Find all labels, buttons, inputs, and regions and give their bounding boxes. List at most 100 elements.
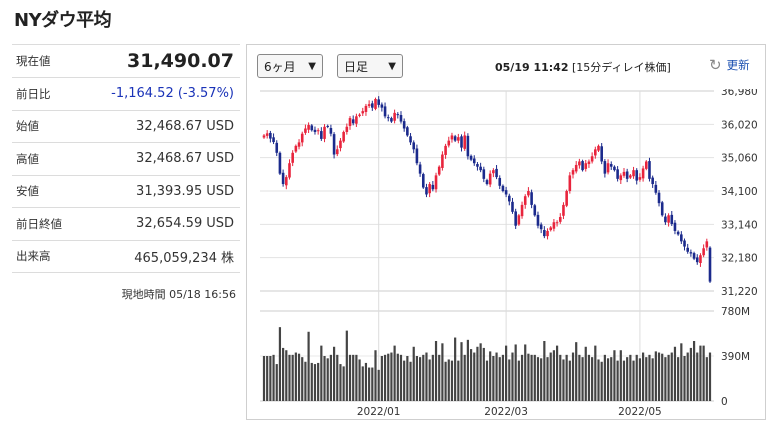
candle-body [699,255,702,264]
candle-body [654,184,658,193]
candle-body [562,204,565,216]
volume-bar [479,343,482,401]
candle-body [708,247,712,282]
candle-body [558,217,562,222]
volume-bar [396,353,399,401]
volume-bar [511,352,514,401]
candle-body [272,137,275,143]
candle-body [393,112,396,121]
volume-bar [269,356,272,401]
candle-body [412,142,416,150]
volume-bar [673,346,677,401]
volume-bar [642,352,645,401]
candle-body [300,133,304,143]
candle-body [269,132,272,139]
candle-body [335,149,339,155]
candle-body [543,230,546,237]
update-timestamp: 05/19 11:42 [15分ディレイ株価] [495,59,671,75]
candle-body [692,253,696,259]
volume-bar [705,357,708,401]
candle-body [262,135,266,138]
candle-body [421,174,425,188]
candle-body [428,184,431,194]
chart-type-select-value: 日足 [344,59,369,74]
volume-bar [543,341,546,401]
candle-body [673,222,677,231]
candle-body [664,216,667,223]
volume-bar [680,343,683,401]
candle-body [616,169,619,179]
candle-body [504,190,508,195]
volume-bar [348,354,352,401]
candle-body [651,177,654,185]
quote-unit: USD [206,183,234,199]
candle-body [345,126,349,132]
volume-bar [403,360,406,401]
volume-bar [708,352,712,401]
volume-bar [355,354,358,401]
volume-bar [571,352,575,401]
price-tick-label: 31,220 [721,286,758,298]
volume-bar [562,359,565,401]
quote-row-current: 現在値 31,490.07 [12,44,240,78]
refresh-button[interactable]: ↻ 更新 [709,57,750,73]
open-price: 32,468.67 USD [136,119,234,134]
volume-bar [431,354,434,401]
quote-value: 465,059,234 [134,250,217,266]
candle-body [609,164,613,167]
candle-body [536,214,540,226]
quote-label: 前日比 [16,86,51,101]
volume-bar [498,357,501,401]
quote-label: 現在値 [16,54,51,68]
candle-body [441,154,444,168]
volume-bar [457,360,460,401]
candle-body [533,205,537,216]
quote-row-low: 安値 31,393.95 USD [12,176,240,208]
candle-body [291,152,294,163]
low-price: 31,393.95 USD [136,184,234,199]
candle-body [600,146,603,162]
candle-body [683,240,686,247]
period-select[interactable]: 6ヶ月 ▼ [257,54,323,78]
candle-body [278,152,282,174]
volume-bar [476,346,479,401]
volume-bar [616,360,619,401]
refresh-label: 更新 [726,58,750,72]
quote-value: 32,654.59 [136,216,203,232]
volume-bar [492,356,495,401]
quote-label: 始値 [16,119,39,134]
volume-bar [594,345,597,401]
volume-bar [313,364,317,401]
candle-body [606,163,610,173]
candle-body [479,166,482,171]
volume-bar [683,356,686,401]
quote-unit: USD [206,118,234,134]
candle-body [281,172,285,185]
volume-bar [326,358,329,401]
volume-bar [447,359,450,401]
quote-label: 安値 [16,184,39,199]
volume-bar [591,357,594,401]
volume-bar [310,362,313,401]
volume-bar [638,358,642,401]
volume-bar [285,350,288,401]
volume-bar [428,359,431,401]
volume-bar [317,362,320,401]
candle-body [472,158,476,164]
candle-body [549,227,553,231]
volume-bar [610,357,613,401]
volume-bar [517,360,520,401]
volume-bar [575,342,578,401]
volume-bar [622,360,626,401]
date-tick-label: 2022/03 [484,406,528,418]
volume-bar [329,354,332,401]
volume-bar [670,352,673,401]
candle-body [695,257,699,263]
candle-body [702,248,705,256]
candle-body [641,168,645,179]
candle-body [482,169,486,179]
chart-type-select[interactable]: 日足 ▼ [337,54,403,78]
volume-bar [648,354,651,401]
candle-body [329,128,333,134]
chevron-down-icon: ▼ [308,60,316,72]
